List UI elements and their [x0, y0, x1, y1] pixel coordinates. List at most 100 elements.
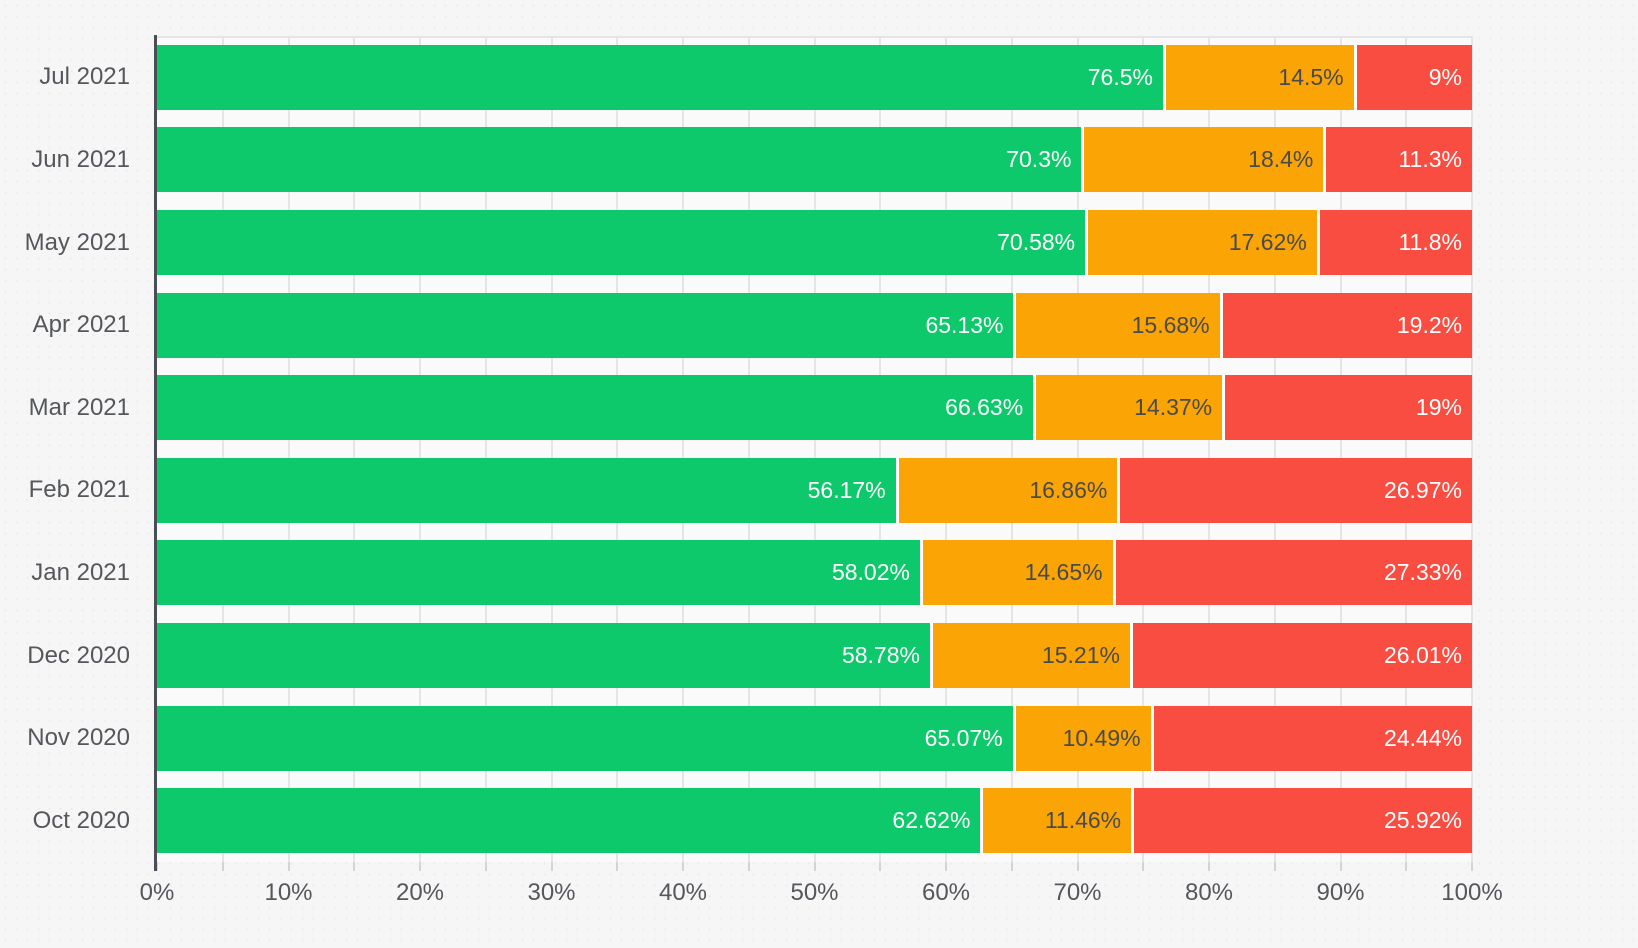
bar-segment-red[interactable]: 26.97% [1117, 457, 1472, 523]
bar-segment-orange[interactable]: 14.37% [1033, 375, 1223, 441]
x-axis-tick [353, 862, 356, 871]
bar-value-label: 26.01% [1383, 642, 1462, 668]
x-axis-tick-label: 80% [1184, 879, 1234, 906]
x-axis-tick-label: 60% [921, 879, 971, 906]
x-axis-tick [1010, 862, 1013, 871]
bar-segment-orange[interactable]: 16.86% [895, 457, 1118, 523]
x-axis-tick-label: 40% [658, 879, 708, 906]
gridline [879, 36, 882, 862]
x-axis-tick [221, 862, 224, 871]
bar-segment-green[interactable]: 65.13% [157, 292, 1014, 358]
bar-value-label: 25.92% [1383, 807, 1462, 834]
gridline [747, 36, 750, 862]
bar-segment-red[interactable]: 11.8% [1316, 210, 1472, 275]
gridline [419, 36, 421, 862]
bar-segment-red[interactable]: 25.92% [1131, 788, 1472, 854]
gridline [616, 36, 619, 862]
x-axis-tick-label: 90% [1316, 879, 1365, 906]
y-axis-label: May 2021 [24, 228, 130, 256]
bar-segment-green[interactable]: 58.78% [157, 623, 930, 688]
bar-segment-orange[interactable]: 11.46% [980, 788, 1132, 854]
bar-segment-red[interactable]: 11.3% [1323, 127, 1472, 193]
bar-segment-red[interactable]: 24.44% [1150, 705, 1472, 771]
bar-segment-green[interactable]: 70.58% [157, 210, 1086, 275]
bar-segment-orange[interactable]: 15.68% [1013, 292, 1220, 358]
y-axis-label: Mar 2021 [28, 393, 130, 421]
bar-value-label: 58.78% [841, 642, 920, 668]
bar-segment-orange[interactable]: 14.65% [919, 540, 1113, 606]
x-axis-tick [879, 862, 882, 871]
bar-value-label: 70.3% [1006, 146, 1072, 173]
y-axis-label: Oct 2020 [32, 806, 130, 834]
x-axis-tick-label: 0% [139, 879, 175, 906]
bar-segment-orange[interactable]: 14.5% [1162, 44, 1354, 110]
bar-value-label: 62.62% [892, 807, 971, 834]
bar-value-label: 11.3% [1398, 146, 1462, 173]
bar-segment-red[interactable]: 19.2% [1219, 292, 1473, 358]
x-axis-tick-label: 70% [1053, 879, 1102, 906]
bar-row: 70.58% 17.62% 11.8% [157, 210, 1472, 275]
y-axis-label: Feb 2021 [28, 476, 130, 504]
bar-segment-green[interactable]: 56.17% [157, 457, 896, 523]
bar-segment-orange[interactable]: 15.21% [929, 623, 1130, 688]
bar-row: 65.07% 10.49% 24.44% [157, 705, 1472, 771]
x-axis-tick [550, 862, 553, 871]
bar-segment-orange[interactable]: 10.49% [1012, 705, 1151, 771]
gridline [287, 36, 290, 862]
x-axis-tick [287, 862, 290, 871]
gridline [1339, 36, 1342, 862]
gridline [221, 36, 224, 862]
x-axis-tick [813, 862, 816, 871]
gridline [945, 36, 947, 862]
bar-segment-green[interactable]: 58.02% [157, 540, 920, 606]
bar-value-label: 70.58% [997, 229, 1076, 255]
gridline [813, 36, 816, 862]
bar-value-label: 15.21% [1041, 642, 1120, 668]
x-axis-tick [616, 862, 619, 871]
bar-row: 58.02% 14.65% 27.33% [157, 540, 1472, 606]
bar-segment-red[interactable]: 19% [1222, 375, 1472, 441]
gridline [682, 36, 684, 862]
bar-value-label: 17.62% [1228, 229, 1307, 255]
x-axis-tick [419, 862, 421, 871]
bar-segment-green[interactable]: 62.62% [157, 788, 981, 854]
y-axis-label: Nov 2020 [27, 724, 130, 752]
gridline [1405, 36, 1408, 862]
x-axis-tick-label: 100% [1441, 879, 1503, 906]
bar-row: 66.63% 14.37% 19% [157, 375, 1472, 441]
bar-value-label: 65.13% [925, 311, 1004, 338]
x-axis-tick [682, 862, 684, 871]
bar-segment-green[interactable]: 70.3% [157, 127, 1082, 193]
bar-segment-green[interactable]: 65.07% [157, 705, 1013, 771]
plot-area: 76.5% 14.5% 9% 70.3% 18.4% 11.3% 70.58% 17.62% 1… [157, 36, 1473, 862]
bar-value-label: 27.33% [1383, 559, 1462, 586]
bar-value-label: 10.49% [1062, 724, 1141, 751]
bar-row: 70.3% 18.4% 11.3% [157, 127, 1472, 193]
bar-segment-orange[interactable]: 17.62% [1085, 210, 1317, 275]
x-axis-tick-label: 10% [264, 879, 313, 906]
bar-value-label: 76.5% [1087, 63, 1153, 90]
y-axis-label: Jan 2021 [31, 558, 130, 586]
bar-segment-green[interactable]: 66.63% [157, 375, 1034, 441]
bar-segment-red[interactable]: 9% [1353, 44, 1472, 110]
bar-value-label: 19.2% [1396, 311, 1463, 338]
bar-value-label: 9% [1428, 63, 1462, 90]
bar-segment-green[interactable]: 76.5% [157, 44, 1163, 110]
x-axis-tick [484, 862, 487, 871]
gridline [1471, 36, 1473, 862]
bar-value-label: 56.17% [807, 476, 886, 503]
x-axis-tick [156, 862, 158, 871]
x-axis-tick-label: 30% [527, 879, 576, 906]
gridline [1208, 36, 1210, 862]
gridline [1142, 36, 1145, 862]
y-axis-label: Jun 2021 [31, 145, 130, 173]
x-axis-tick [1339, 862, 1342, 871]
bar-value-label: 19% [1415, 394, 1462, 421]
y-axis-label: Dec 2020 [27, 641, 130, 669]
bar-segment-red[interactable]: 27.33% [1112, 540, 1472, 606]
x-axis-tick [1208, 862, 1210, 871]
gridline [484, 36, 487, 862]
bar-value-label: 14.37% [1134, 394, 1213, 421]
bar-segment-orange[interactable]: 18.4% [1081, 127, 1324, 193]
bar-segment-red[interactable]: 26.01% [1129, 623, 1472, 688]
